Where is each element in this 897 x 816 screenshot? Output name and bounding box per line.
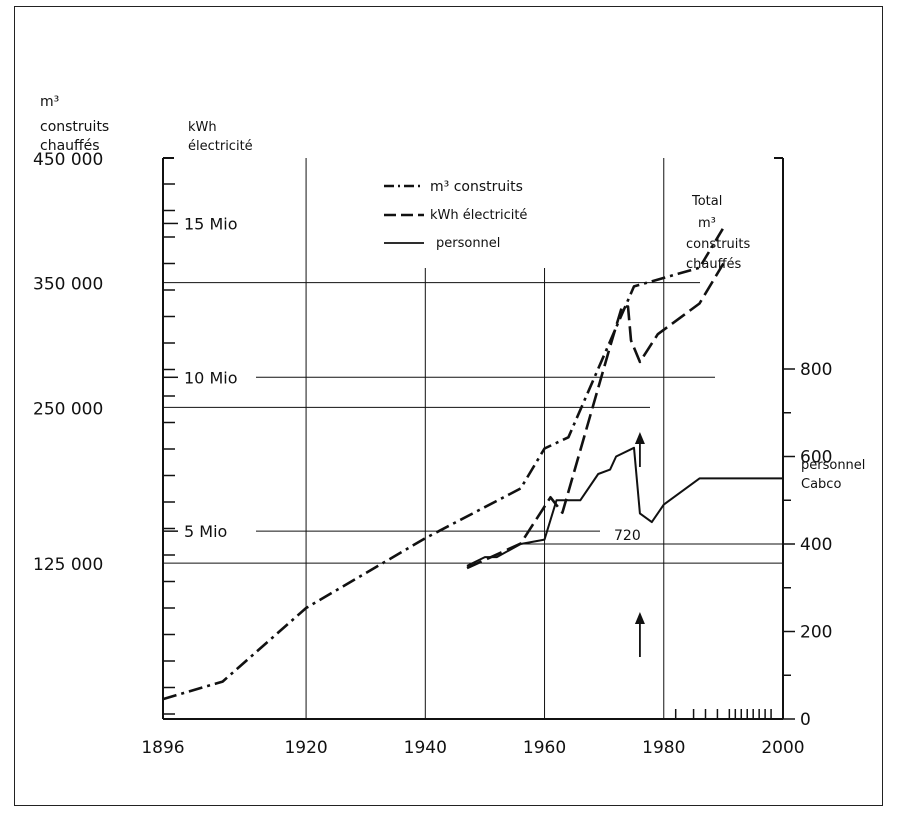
right-tick-label-400: 400 [800, 535, 832, 555]
left-axis-title-line-3: chauffés [40, 138, 100, 154]
left-tick-label-1: 350 000 [33, 275, 103, 295]
x-tick-label-1940: 1940 [404, 738, 447, 758]
left-axis-title-line-1: m³ [40, 94, 59, 110]
legend-label-kwh-electricite: kWh électricité [430, 208, 527, 223]
data-series [162, 227, 783, 701]
right-tick-label-0: 0 [800, 710, 811, 730]
total-annotation-line-1: Total [691, 194, 722, 209]
series-line-2 [466, 446, 783, 567]
total-annotation-line-2: m³ [698, 216, 716, 231]
arrow-upper-head [634, 432, 645, 444]
right-tick-label-200: 200 [800, 623, 832, 643]
left-tick-label-2: 250 000 [33, 399, 103, 419]
legend: m³ construits kWh électricité personnel [384, 179, 527, 251]
inner-axis-title-line-2: électricité [188, 139, 253, 154]
left-tick-label-3: 125 000 [33, 555, 103, 575]
inner-tick-label-2: 5 Mio [184, 522, 227, 541]
peak-value-label: 720 [614, 528, 641, 544]
chart-frame [14, 6, 883, 806]
x-tick-label-1980: 1980 [642, 738, 685, 758]
series-line-1 [466, 262, 725, 570]
inner-axis-title-line-1: kWh [188, 120, 217, 135]
right-tick-label-800: 800 [800, 360, 832, 380]
inner-tick-label-1: 10 Mio [184, 368, 237, 387]
total-annotation-line-3: construits [686, 237, 751, 252]
legend-label-m3-construits: m³ construits [430, 179, 523, 195]
arrow-lower-head [634, 612, 645, 624]
right-axis-title-line-1: personnel [801, 458, 865, 473]
arrows [634, 432, 645, 657]
legend-label-personnel: personnel [436, 236, 500, 251]
total-annotation-line-4: chauffés [686, 257, 742, 272]
x-tick-label-1960: 1960 [523, 738, 566, 758]
x-tick-label-1920: 1920 [284, 738, 327, 758]
x-tick-label-1896: 1896 [141, 738, 184, 758]
right-axis-title-line-2: Cabco [801, 477, 841, 492]
left-axis-title-line-2: construits [40, 119, 109, 135]
series-line-0 [162, 227, 725, 701]
inner-tick-label-0: 15 Mio [184, 214, 237, 233]
x-tick-label-2000: 2000 [761, 738, 804, 758]
left-tick-label-0: 450 000 [33, 150, 103, 170]
right-tick-label-600: 600 [800, 448, 832, 468]
